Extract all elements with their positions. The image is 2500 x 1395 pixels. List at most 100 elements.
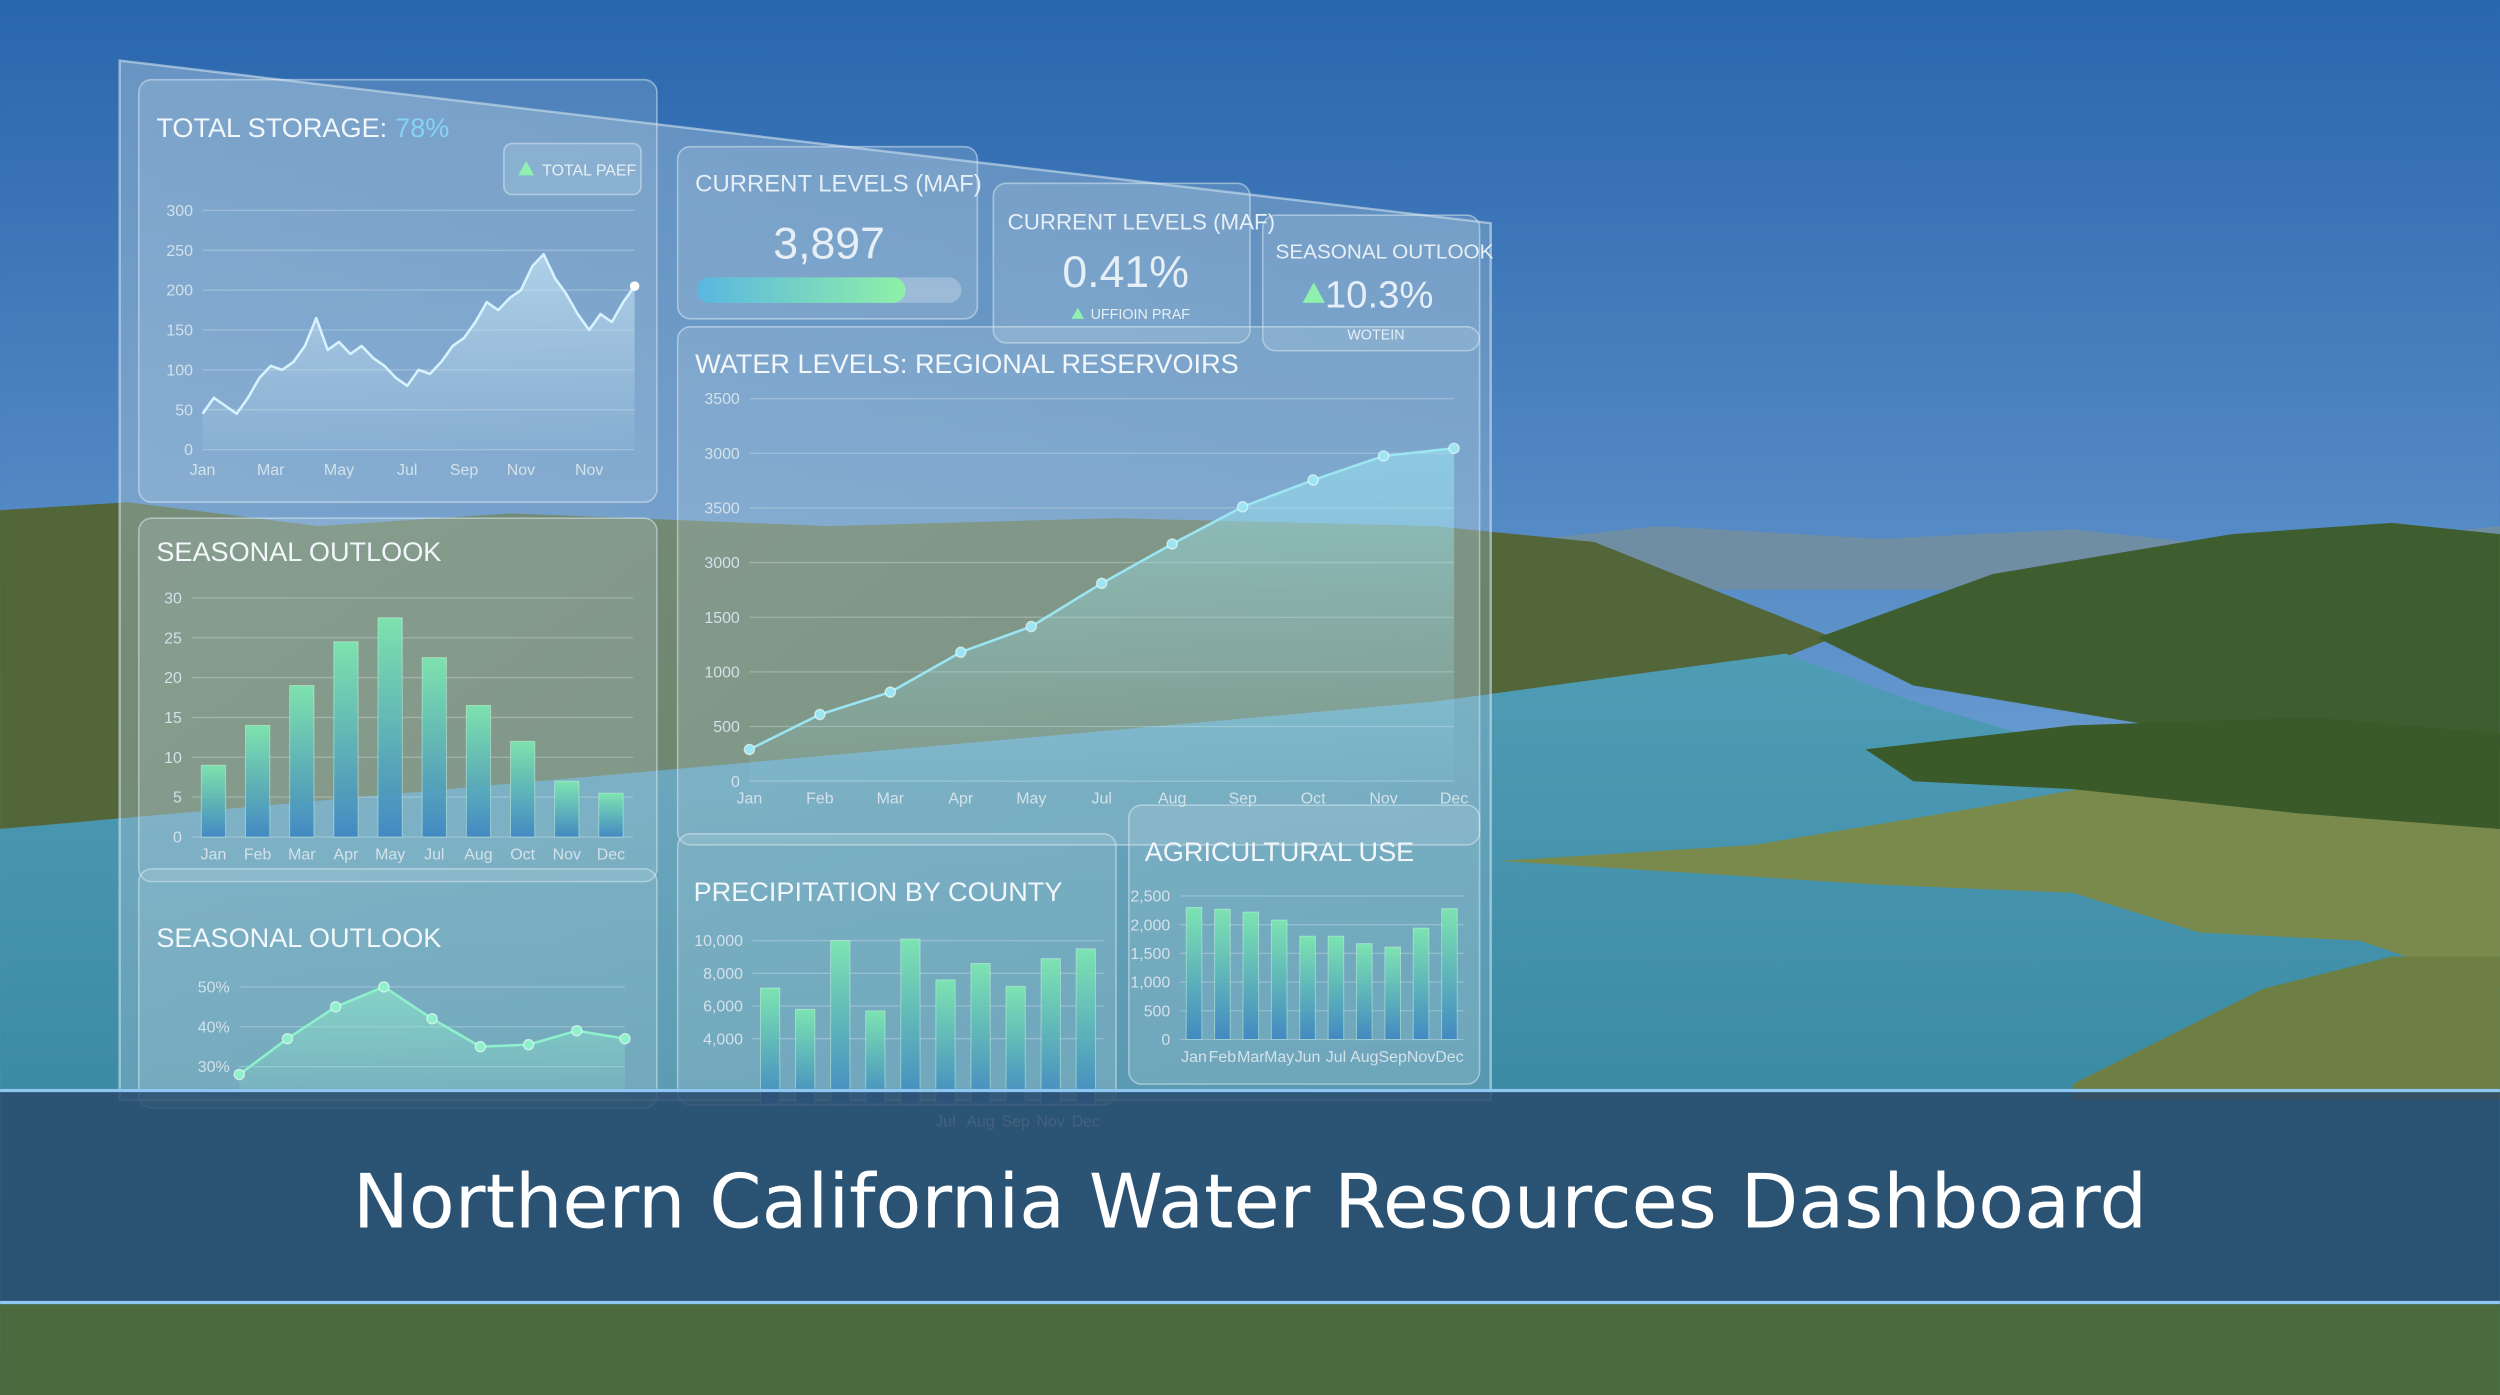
x-tick-label: Oct	[1301, 791, 1326, 808]
x-tick-label: Feb	[1209, 1049, 1237, 1066]
x-tick-label: Aug	[1350, 1049, 1378, 1066]
y-tick-label: 8,000	[703, 966, 743, 983]
point	[571, 1024, 583, 1037]
card-value: 3,897	[773, 219, 885, 268]
y-tick-label: 1000	[704, 664, 740, 681]
y-tick-label: 50%	[198, 979, 230, 996]
bar	[900, 938, 921, 1105]
area	[239, 986, 626, 1107]
x-tick-label: May	[375, 846, 405, 863]
y-tick-label: 0	[731, 774, 740, 791]
banner	[0, 1088, 2500, 1305]
x-tick-label: May	[1016, 791, 1046, 808]
x-tick-label: Jan	[737, 791, 763, 808]
x-tick-label: Apr	[948, 791, 973, 808]
bar	[830, 940, 851, 1105]
y-tick-label: 50	[175, 402, 193, 419]
trees	[1865, 717, 2500, 830]
panel-title: PRECIPITATION BY COUNTY	[694, 876, 1063, 907]
point	[426, 1013, 438, 1025]
x-tick-label: Jul	[1092, 791, 1112, 808]
card	[676, 145, 979, 320]
y-tick-label: 3500	[704, 500, 740, 517]
bar	[465, 704, 492, 838]
y-tick-label: 1,000	[1130, 975, 1170, 992]
bar	[1412, 927, 1430, 1040]
x-tick-label: Jan	[1181, 1049, 1207, 1066]
x-tick-label: Apr	[334, 846, 359, 863]
point	[884, 686, 897, 698]
bar	[509, 740, 536, 838]
x-tick-label: Nov	[507, 462, 535, 479]
area	[202, 254, 635, 450]
title-value: 78%	[395, 112, 449, 143]
x-tick-label: Sep	[1228, 791, 1256, 808]
x-tick-label: Nov	[1407, 1049, 1435, 1066]
y-tick-label: 2,000	[1130, 917, 1170, 934]
x-tick-label: Mar	[877, 791, 905, 808]
point	[1166, 538, 1178, 550]
y-tick-label: 5	[173, 790, 182, 807]
x-tick-label: Sep	[450, 462, 478, 479]
bar	[245, 724, 271, 838]
end-point	[629, 281, 640, 291]
bar	[377, 617, 403, 838]
bar	[1242, 911, 1260, 1040]
point	[1307, 474, 1319, 486]
point	[1448, 442, 1460, 455]
bar	[759, 987, 781, 1105]
point	[955, 646, 967, 658]
card-note: WOTEIN	[1347, 328, 1404, 344]
x-tick-label: Jul	[397, 462, 417, 479]
bar	[289, 685, 315, 838]
x-tick-label: Jan	[201, 846, 227, 863]
bar	[1270, 919, 1288, 1040]
banner-title: Northern California Water Resources Dash…	[353, 1158, 2147, 1246]
y-tick-label: 0	[1161, 1032, 1170, 1049]
bar	[935, 979, 956, 1105]
x-tick-label: Dec	[597, 846, 625, 863]
x-tick-label: Mar	[257, 462, 285, 479]
y-tick-label: 30	[164, 590, 182, 607]
x-tick-label: Aug	[1158, 791, 1186, 808]
point	[233, 1068, 245, 1081]
bar	[333, 641, 359, 838]
x-tick-label: May	[324, 462, 354, 479]
bar	[970, 963, 991, 1105]
x-tick-label: Dec	[1440, 791, 1468, 808]
bar	[1185, 906, 1203, 1040]
y-tick-label: 0	[173, 830, 182, 847]
point	[329, 1001, 342, 1013]
bar	[200, 764, 227, 838]
y-tick-label: 40%	[198, 1019, 230, 1036]
x-tick-label: Oct	[510, 846, 535, 863]
point	[743, 743, 756, 756]
shore	[2072, 956, 2500, 1101]
point	[474, 1040, 487, 1053]
y-tick-label: 0	[184, 442, 193, 459]
x-tick-label: Jul	[424, 846, 444, 863]
x-tick-label: Mar	[1237, 1049, 1265, 1066]
card-title: CURRENT LEVELS (MAF)	[1008, 210, 1275, 235]
bar	[1327, 935, 1345, 1040]
x-tick-label: Jul	[1326, 1049, 1346, 1066]
y-tick-label: 6,000	[703, 999, 743, 1016]
y-tick-label: 3500	[704, 391, 740, 408]
x-tick-label: Sep	[1379, 1049, 1407, 1066]
x-tick-label: Aug	[464, 846, 492, 863]
y-tick-label: 2,500	[1130, 889, 1170, 906]
x-tick-label: Mar	[288, 846, 316, 863]
bar	[1075, 948, 1096, 1105]
card-title: SEASONAL OUTLOOK	[1276, 240, 1494, 263]
bar	[1384, 946, 1401, 1040]
y-tick-label: 25	[164, 630, 182, 647]
hills-right	[1817, 522, 2500, 750]
x-tick-label: Jan	[190, 462, 216, 479]
y-tick-label: 10,000	[694, 933, 743, 950]
point	[1236, 501, 1249, 513]
point	[1025, 620, 1038, 633]
y-tick-label: 200	[166, 283, 193, 300]
badge	[503, 142, 642, 196]
y-tick-label: 1500	[704, 610, 740, 627]
